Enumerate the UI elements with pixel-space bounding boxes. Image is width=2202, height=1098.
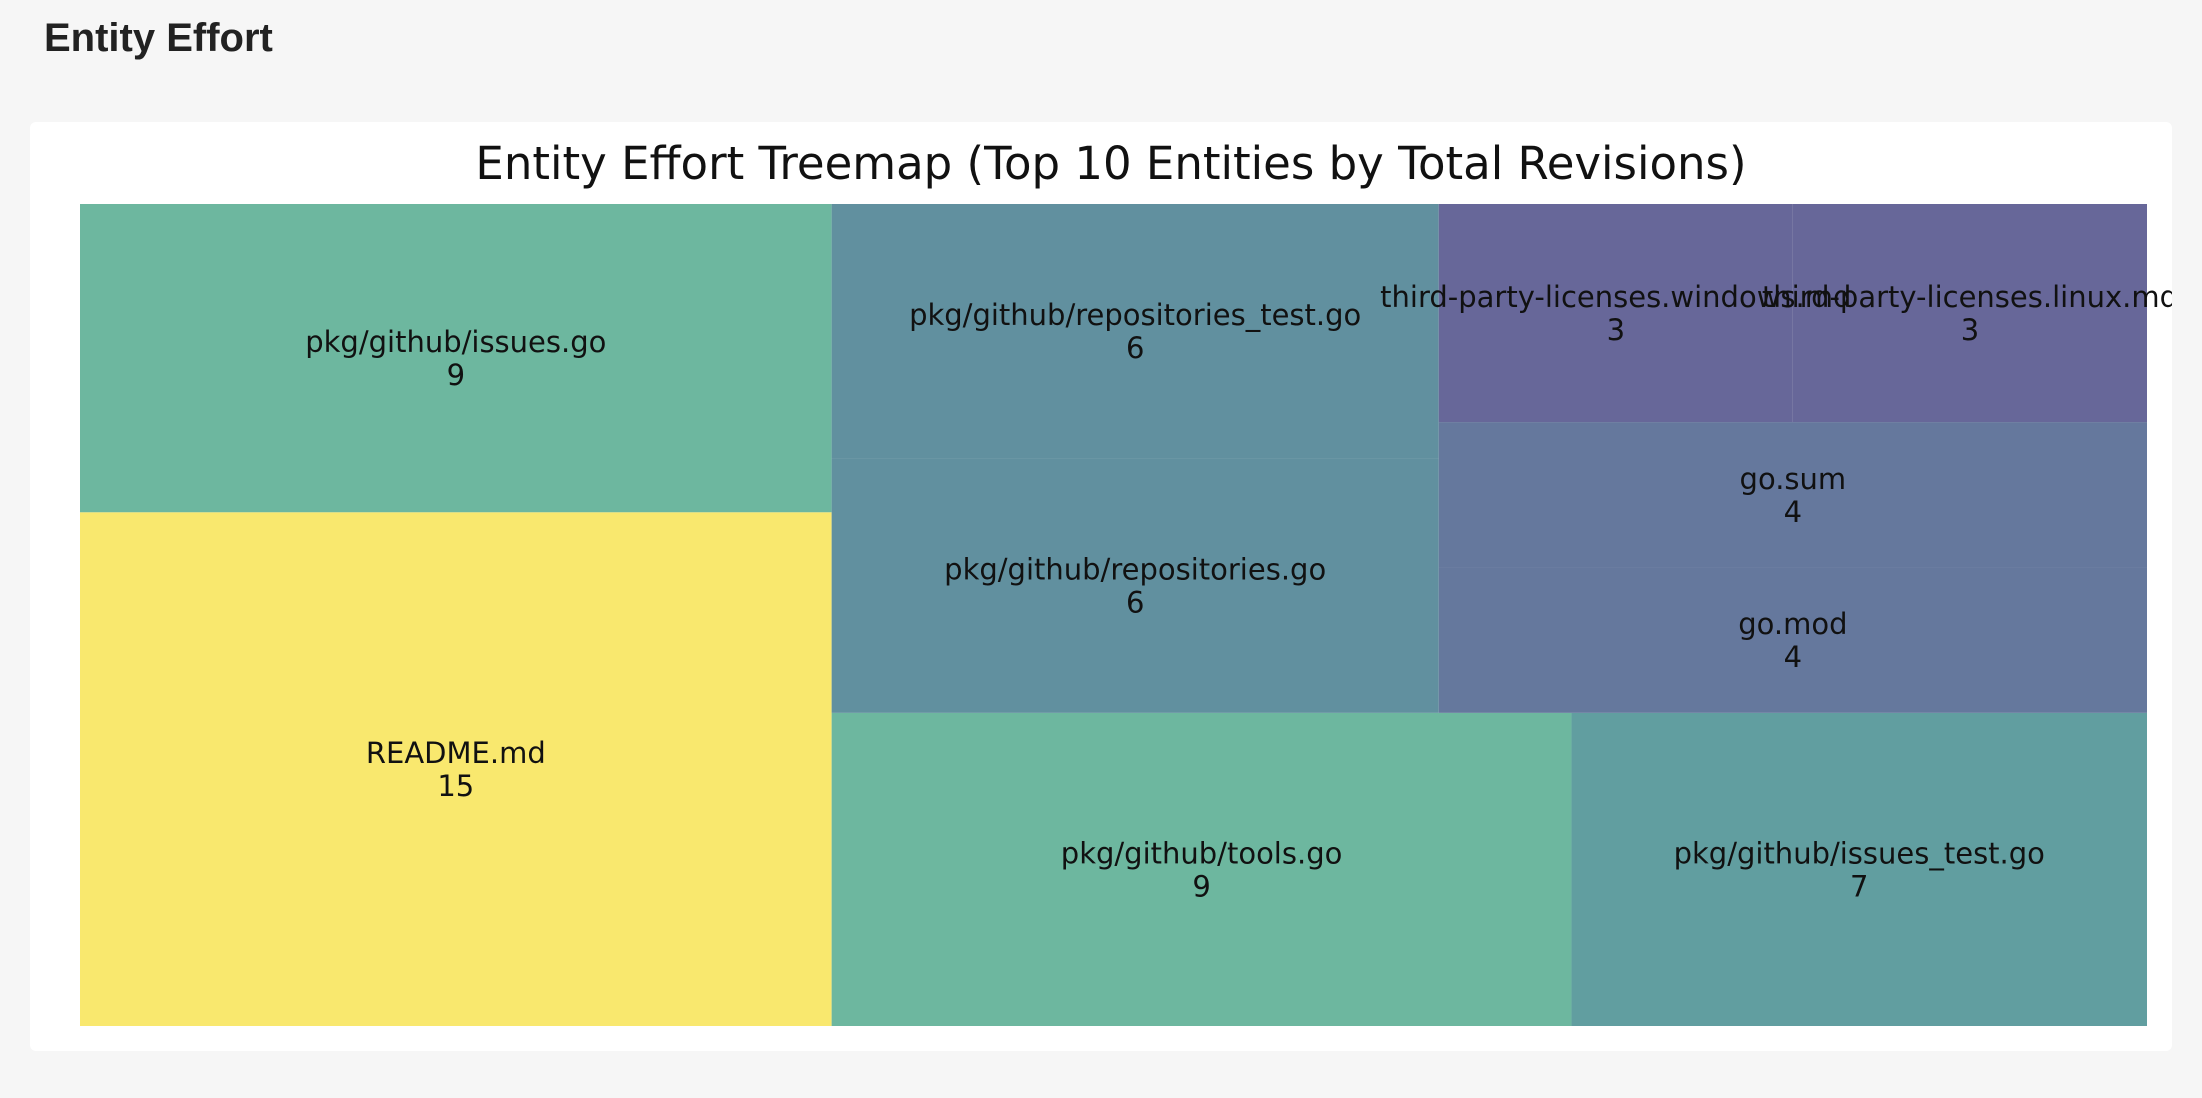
cell-value: 6 [1126, 586, 1144, 620]
cell-value: 3 [1607, 313, 1625, 347]
treemap-cell [1438, 422, 2147, 568]
treemap-cell [831, 204, 1439, 459]
treemap-cell [1571, 712, 2147, 1026]
page-title: Entity Effort [44, 16, 273, 60]
cell-value: 3 [1961, 313, 1979, 347]
treemap-chart: Entity Effort Treemap (Top 10 Entities b… [80, 137, 2172, 1026]
cell-value: 4 [1784, 640, 1802, 674]
cell-value: 6 [1126, 331, 1144, 365]
treemap-cells [80, 204, 2147, 1026]
cell-value: 9 [447, 358, 465, 392]
cell-label: pkg/github/issues_test.go [1674, 836, 2045, 870]
cell-value: 9 [1192, 869, 1210, 903]
cell-label: pkg/github/issues.go [305, 325, 606, 359]
treemap-labels: README.md15pkg/github/issues.go9pkg/gith… [305, 280, 2172, 903]
treemap-cell [80, 204, 832, 513]
cell-label: README.md [366, 736, 546, 770]
cell-label: pkg/github/repositories_test.go [909, 298, 1361, 332]
treemap-cell [1438, 204, 1793, 423]
cell-label: pkg/github/tools.go [1061, 836, 1343, 870]
chart-title: Entity Effort Treemap (Top 10 Entities b… [475, 137, 1746, 190]
chart-card: Entity Effort Treemap (Top 10 Entities b… [30, 122, 2172, 1051]
cell-label: go.sum [1740, 462, 1847, 496]
cell-value: 15 [437, 769, 474, 803]
cell-label: third-party-licenses.linux.md [1762, 280, 2172, 314]
treemap-cell [831, 458, 1439, 713]
treemap-cell [80, 512, 832, 1026]
cell-value: 4 [1784, 495, 1802, 529]
treemap-cell [831, 712, 1572, 1026]
treemap-cell [1438, 567, 2147, 713]
cell-label: go.mod [1738, 607, 1847, 641]
cell-value: 7 [1850, 869, 1868, 903]
cell-label: pkg/github/repositories.go [944, 553, 1326, 587]
cell-label: third-party-licenses.windows.md [1380, 280, 1851, 314]
treemap-cell [1792, 204, 2147, 423]
